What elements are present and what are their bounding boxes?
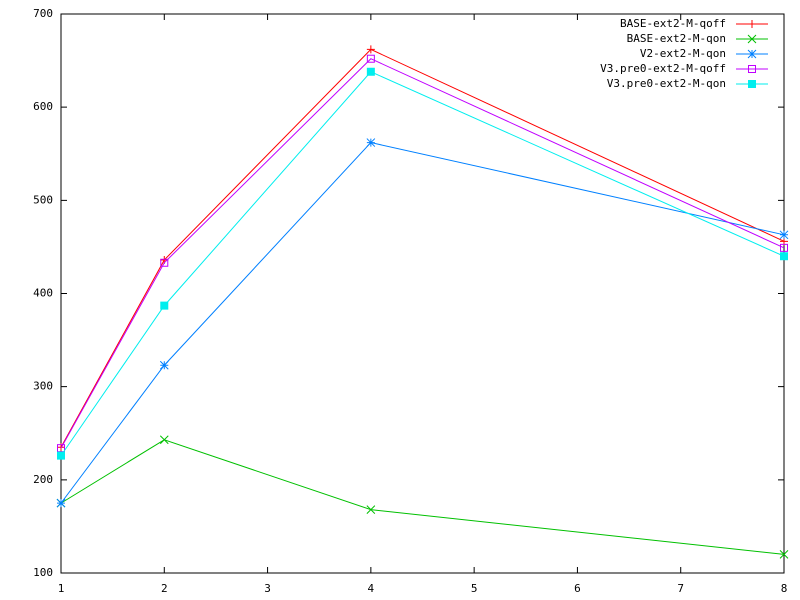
- legend-label: V2-ext2-M-qon: [640, 47, 726, 60]
- point: [57, 451, 65, 460]
- y-tick-label: 400: [33, 287, 53, 300]
- point: [160, 301, 169, 310]
- y-tick-label: 100: [33, 566, 53, 579]
- point: [366, 138, 376, 147]
- legend-marker: [747, 34, 757, 44]
- point: [780, 243, 788, 252]
- point: [779, 230, 789, 240]
- y-tick-label: 700: [33, 7, 53, 20]
- series-line: [60, 439, 785, 555]
- legend-marker: [747, 49, 757, 59]
- point: [56, 498, 66, 508]
- x-tick-label: 2: [161, 582, 168, 595]
- point: [366, 45, 375, 54]
- point: [159, 435, 169, 445]
- point: [366, 505, 376, 515]
- x-tick-label: 5: [471, 582, 478, 595]
- y-tick-label: 300: [33, 380, 53, 393]
- point: [780, 252, 788, 261]
- point: [160, 258, 169, 267]
- legend-label: V3.pre0-ext2-M-qoff: [600, 62, 726, 75]
- y-tick-label: 600: [33, 100, 53, 113]
- series-line: [60, 48, 785, 448]
- y-tick-label: 500: [33, 193, 53, 206]
- x-tick-label: 3: [264, 582, 271, 595]
- legend-marker: [748, 20, 756, 28]
- series-line: [60, 142, 785, 504]
- series-line: [60, 58, 785, 449]
- legend-marker: [748, 65, 756, 73]
- point: [779, 550, 789, 559]
- legend-label: BASE-ext2-M-qon: [627, 32, 726, 45]
- series-line: [60, 71, 785, 456]
- point: [366, 67, 375, 76]
- legend-label: V3.pre0-ext2-M-qon: [607, 77, 726, 90]
- legend-marker: [748, 80, 756, 88]
- x-tick-label: 7: [677, 582, 684, 595]
- y-tick-label: 200: [33, 473, 53, 486]
- x-tick-label: 1: [58, 582, 65, 595]
- x-tick-label: 8: [781, 582, 788, 595]
- point: [159, 360, 169, 370]
- point: [366, 54, 375, 63]
- plot-border: [60, 13, 785, 574]
- x-tick-label: 4: [368, 582, 375, 595]
- legend-label: BASE-ext2-M-qoff: [620, 17, 726, 30]
- x-tick-label: 6: [574, 582, 581, 595]
